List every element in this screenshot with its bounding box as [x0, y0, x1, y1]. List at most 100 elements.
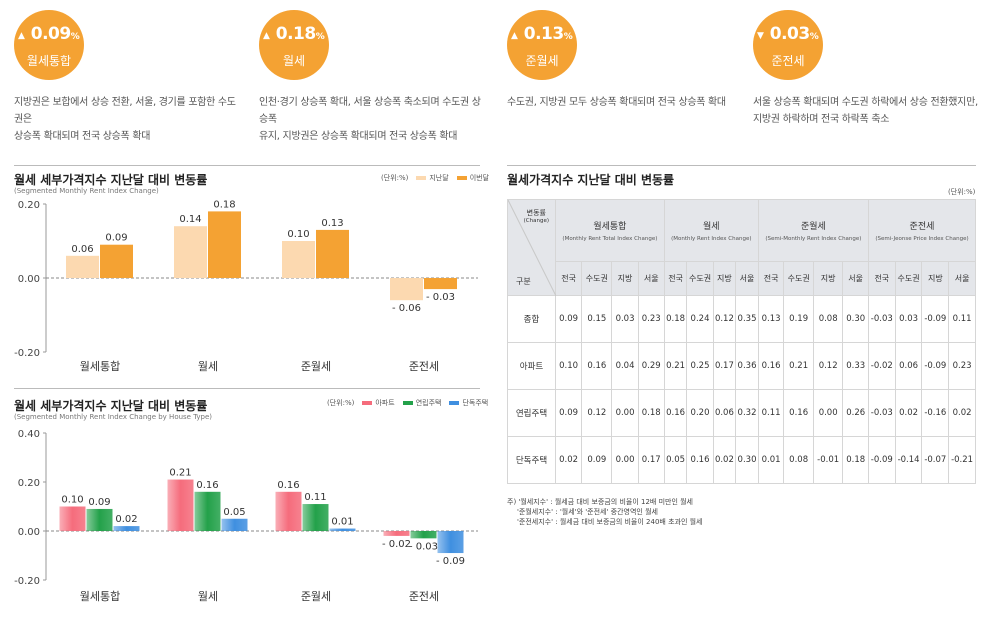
subcol-header: 서울 [842, 261, 869, 296]
bar-지난달 [390, 278, 423, 301]
row-label: 종합 [507, 295, 556, 343]
table-cell: 0.08 [783, 436, 814, 484]
bar-단독주택 [113, 526, 140, 531]
kpi-percent: % [70, 32, 80, 42]
up-arrow-icon: ▲ [263, 31, 270, 41]
table-cell: -0.09 [921, 342, 950, 390]
table-cell: 0.09 [554, 295, 583, 343]
data-label: 0.16 [277, 480, 299, 491]
kpi-description: 지방권은 보합에서 상승 전환, 서울, 경기를 포함한 수도권은 상승폭 확대… [14, 97, 236, 142]
data-label: 0.02 [115, 514, 137, 525]
table-cell: 0.12 [712, 295, 737, 343]
up-arrow-icon: ▲ [18, 31, 25, 41]
table-cell: 0.23 [637, 295, 665, 343]
divider [507, 165, 976, 166]
table-cell: 0.03 [894, 295, 923, 343]
subcol-header: 수도권 [581, 261, 613, 296]
data-label: 0.16 [196, 480, 218, 491]
category-label: 월세 [198, 360, 218, 373]
table-cell: 0.24 [686, 295, 714, 343]
kpi-value: 0.03 [769, 24, 810, 44]
table-cell: 0.33 [842, 342, 869, 390]
divider [14, 388, 480, 389]
data-label: 0.09 [88, 497, 110, 508]
table-cell: -0.01 [812, 436, 844, 484]
table-cell: 0.00 [611, 389, 639, 437]
data-label: 0.01 [331, 517, 353, 528]
table-cell: -0.14 [894, 436, 923, 484]
table-cell: 0.12 [581, 389, 613, 437]
table-cell: 0.06 [712, 389, 737, 437]
subcol-header: 수도권 [783, 261, 814, 296]
legend-item: 단독주택 [449, 398, 488, 408]
table-corner: 변동률 (Change) 구분 [507, 199, 556, 296]
data-label: - 0.09 [436, 556, 465, 567]
divider [14, 165, 480, 166]
corner-diagonal [508, 200, 556, 296]
data-label: 0.14 [179, 214, 201, 225]
data-label: 0.10 [61, 495, 83, 506]
bar-연립주택 [302, 504, 329, 531]
legend-item: 지난달 [416, 173, 449, 183]
table-cell: 0.30 [735, 436, 759, 484]
bar-연립주택 [194, 491, 221, 531]
table-cell: 0.17 [712, 342, 737, 390]
bar-단독주택 [221, 518, 248, 531]
corner-top-label: 변동률 [526, 209, 546, 217]
table-cell: 0.18 [637, 389, 665, 437]
y-tick-label: -0.20 [14, 576, 40, 587]
subcol-header: 지방 [611, 261, 639, 296]
rent-index-table: 변동률 (Change) 구분 월세통합 (Monthly Rent Total … [507, 199, 977, 484]
table-cell: -0.07 [921, 436, 950, 484]
kpi-circle: ▲ 0.18% 월세 [259, 10, 329, 80]
data-label: 0.21 [169, 468, 191, 479]
bar-아파트 [59, 506, 86, 531]
chart1-title: 월세 세부가격지수 지난달 대비 변동률 [14, 173, 208, 187]
table-cell: 0.29 [637, 342, 665, 390]
row-label: 단독주택 [507, 436, 556, 484]
down-arrow-icon: ▼ [757, 31, 764, 41]
subcol-header: 지방 [812, 261, 844, 296]
y-tick-label: 0.40 [18, 429, 40, 440]
table-cell: 0.00 [611, 436, 639, 484]
table-cell: 0.23 [948, 342, 976, 390]
chart2-unit: (단위:%) [327, 399, 355, 407]
bar-아파트 [275, 491, 302, 531]
table-cell: -0.03 [867, 389, 896, 437]
table-cell: 0.16 [686, 436, 714, 484]
table-cell: -0.09 [867, 436, 896, 484]
table-cell: 0.30 [842, 295, 869, 343]
table-cell: 0.05 [663, 436, 688, 484]
chart1-unit: (단위:%) [381, 174, 409, 182]
bar-지난달 [174, 226, 207, 278]
bar-이번달 [100, 244, 133, 278]
subcol-header: 수도권 [686, 261, 714, 296]
category-label: 준전세 [409, 590, 439, 603]
table-cell: 0.18 [663, 295, 688, 343]
y-tick-label: 0.00 [18, 274, 40, 285]
group-header: 월세통합 (Monthly Rent Total Index Change) [555, 199, 665, 262]
table-cell: 0.25 [686, 342, 714, 390]
table-cell: 0.11 [948, 295, 976, 343]
table-cell: 0.16 [581, 342, 613, 390]
category-label: 월세통합 [80, 360, 120, 373]
up-arrow-icon: ▲ [511, 31, 518, 41]
table-cell: 0.02 [948, 389, 976, 437]
table-cell: 0.21 [783, 342, 814, 390]
data-label: - 0.03 [409, 541, 438, 552]
subcol-header: 지방 [921, 261, 950, 296]
table-cell: 0.16 [663, 389, 688, 437]
table-cell: -0.03 [867, 295, 896, 343]
subcol-header: 지방 [712, 261, 737, 296]
subcol-header: 수도권 [894, 261, 923, 296]
data-label: 0.06 [71, 244, 93, 255]
table-cell: 0.02 [712, 436, 737, 484]
table-body: 종합 0.09 0.15 0.03 0.23 0.18 0.24 0.12 0.35 0.13 0.… [507, 295, 976, 484]
group-header: 준전세 (Semi-Jeonse Price Index Change) [867, 199, 977, 262]
kpi-percent: % [563, 32, 573, 42]
bar-연립주택 [86, 508, 113, 531]
category-label: 준월세 [301, 590, 331, 603]
data-label: - 0.03 [426, 292, 455, 303]
category-label: 준전세 [409, 360, 439, 373]
kpi-semi-monthly: ▲ 0.13% 준월세 수도권, 지방권 모두 상승폭 확대되며 전국 상승폭 … [507, 10, 737, 111]
